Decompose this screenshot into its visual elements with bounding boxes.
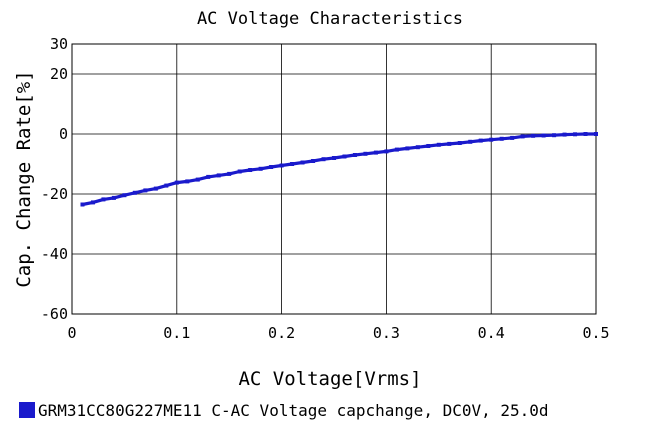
data-point — [363, 151, 368, 156]
legend-swatch — [19, 402, 35, 418]
x-tick-label: 0.1 — [163, 324, 190, 342]
data-point — [122, 193, 127, 198]
data-point — [80, 202, 85, 207]
data-point — [342, 154, 347, 159]
data-point — [373, 150, 378, 155]
data-point — [248, 168, 253, 172]
data-point — [552, 133, 557, 138]
data-point — [206, 174, 211, 179]
series-group — [80, 132, 598, 207]
grid — [72, 44, 596, 314]
y-tick-label: -60 — [41, 305, 68, 323]
x-tick-label: 0 — [67, 324, 76, 342]
data-point — [352, 153, 357, 157]
data-point — [269, 165, 274, 169]
data-point — [405, 146, 410, 151]
data-point — [594, 132, 598, 136]
data-point — [290, 162, 295, 166]
data-point — [321, 157, 326, 162]
data-point — [531, 133, 536, 138]
data-point — [311, 159, 316, 163]
y-tick-label: -40 — [41, 245, 68, 263]
data-point — [101, 197, 106, 202]
data-point — [111, 195, 116, 200]
data-point — [447, 141, 452, 146]
x-axis-label: AC Voltage[Vrms] — [238, 368, 421, 390]
data-point — [227, 171, 232, 176]
x-tick-label: 0.4 — [478, 324, 505, 342]
y-tick-label: 20 — [50, 65, 68, 83]
chart-title: AC Voltage Characteristics — [197, 9, 463, 29]
data-point — [300, 160, 305, 165]
data-point — [562, 132, 567, 137]
x-tick-label: 0.5 — [582, 324, 609, 342]
y-tick-label: -20 — [41, 185, 68, 203]
data-point — [216, 173, 221, 178]
data-point — [185, 179, 190, 184]
data-point — [384, 149, 389, 154]
data-point — [520, 134, 525, 139]
x-tick-label: 0.2 — [268, 324, 295, 342]
data-point — [541, 133, 546, 138]
data-point — [583, 132, 588, 136]
x-tick-label: 0.3 — [373, 324, 400, 342]
data-point — [153, 186, 158, 191]
data-point — [426, 144, 431, 148]
legend-label: GRM31CC80G227ME11 C-AC Voltage capchange… — [38, 401, 549, 420]
data-point — [332, 156, 336, 160]
data-point — [258, 166, 263, 171]
data-point — [478, 138, 483, 143]
data-point — [573, 132, 578, 137]
data-point — [90, 200, 95, 205]
legend: GRM31CC80G227ME11 C-AC Voltage capchange… — [19, 401, 549, 420]
data-point — [489, 137, 494, 142]
y-tick-label: 30 — [50, 35, 68, 53]
data-point — [143, 188, 148, 193]
y-axis-label: Cap. Change Rate[%] — [13, 70, 35, 287]
data-point — [457, 141, 462, 145]
data-point — [415, 145, 420, 150]
y-tick-labels: -60 -40 -20 0 20 30 — [41, 35, 68, 323]
y-tick-label: 0 — [59, 125, 68, 143]
data-point — [499, 136, 504, 141]
data-point — [510, 135, 515, 140]
data-point — [279, 163, 284, 168]
plot-frame — [71, 43, 597, 315]
data-point — [164, 183, 169, 188]
data-point — [195, 177, 200, 182]
data-point — [468, 139, 473, 144]
data-point — [237, 169, 242, 174]
data-point — [394, 147, 399, 152]
data-point — [174, 180, 179, 185]
data-point — [132, 190, 137, 195]
data-point — [436, 142, 441, 147]
x-tick-labels: 0 0.1 0.2 0.3 0.4 0.5 — [67, 324, 609, 342]
